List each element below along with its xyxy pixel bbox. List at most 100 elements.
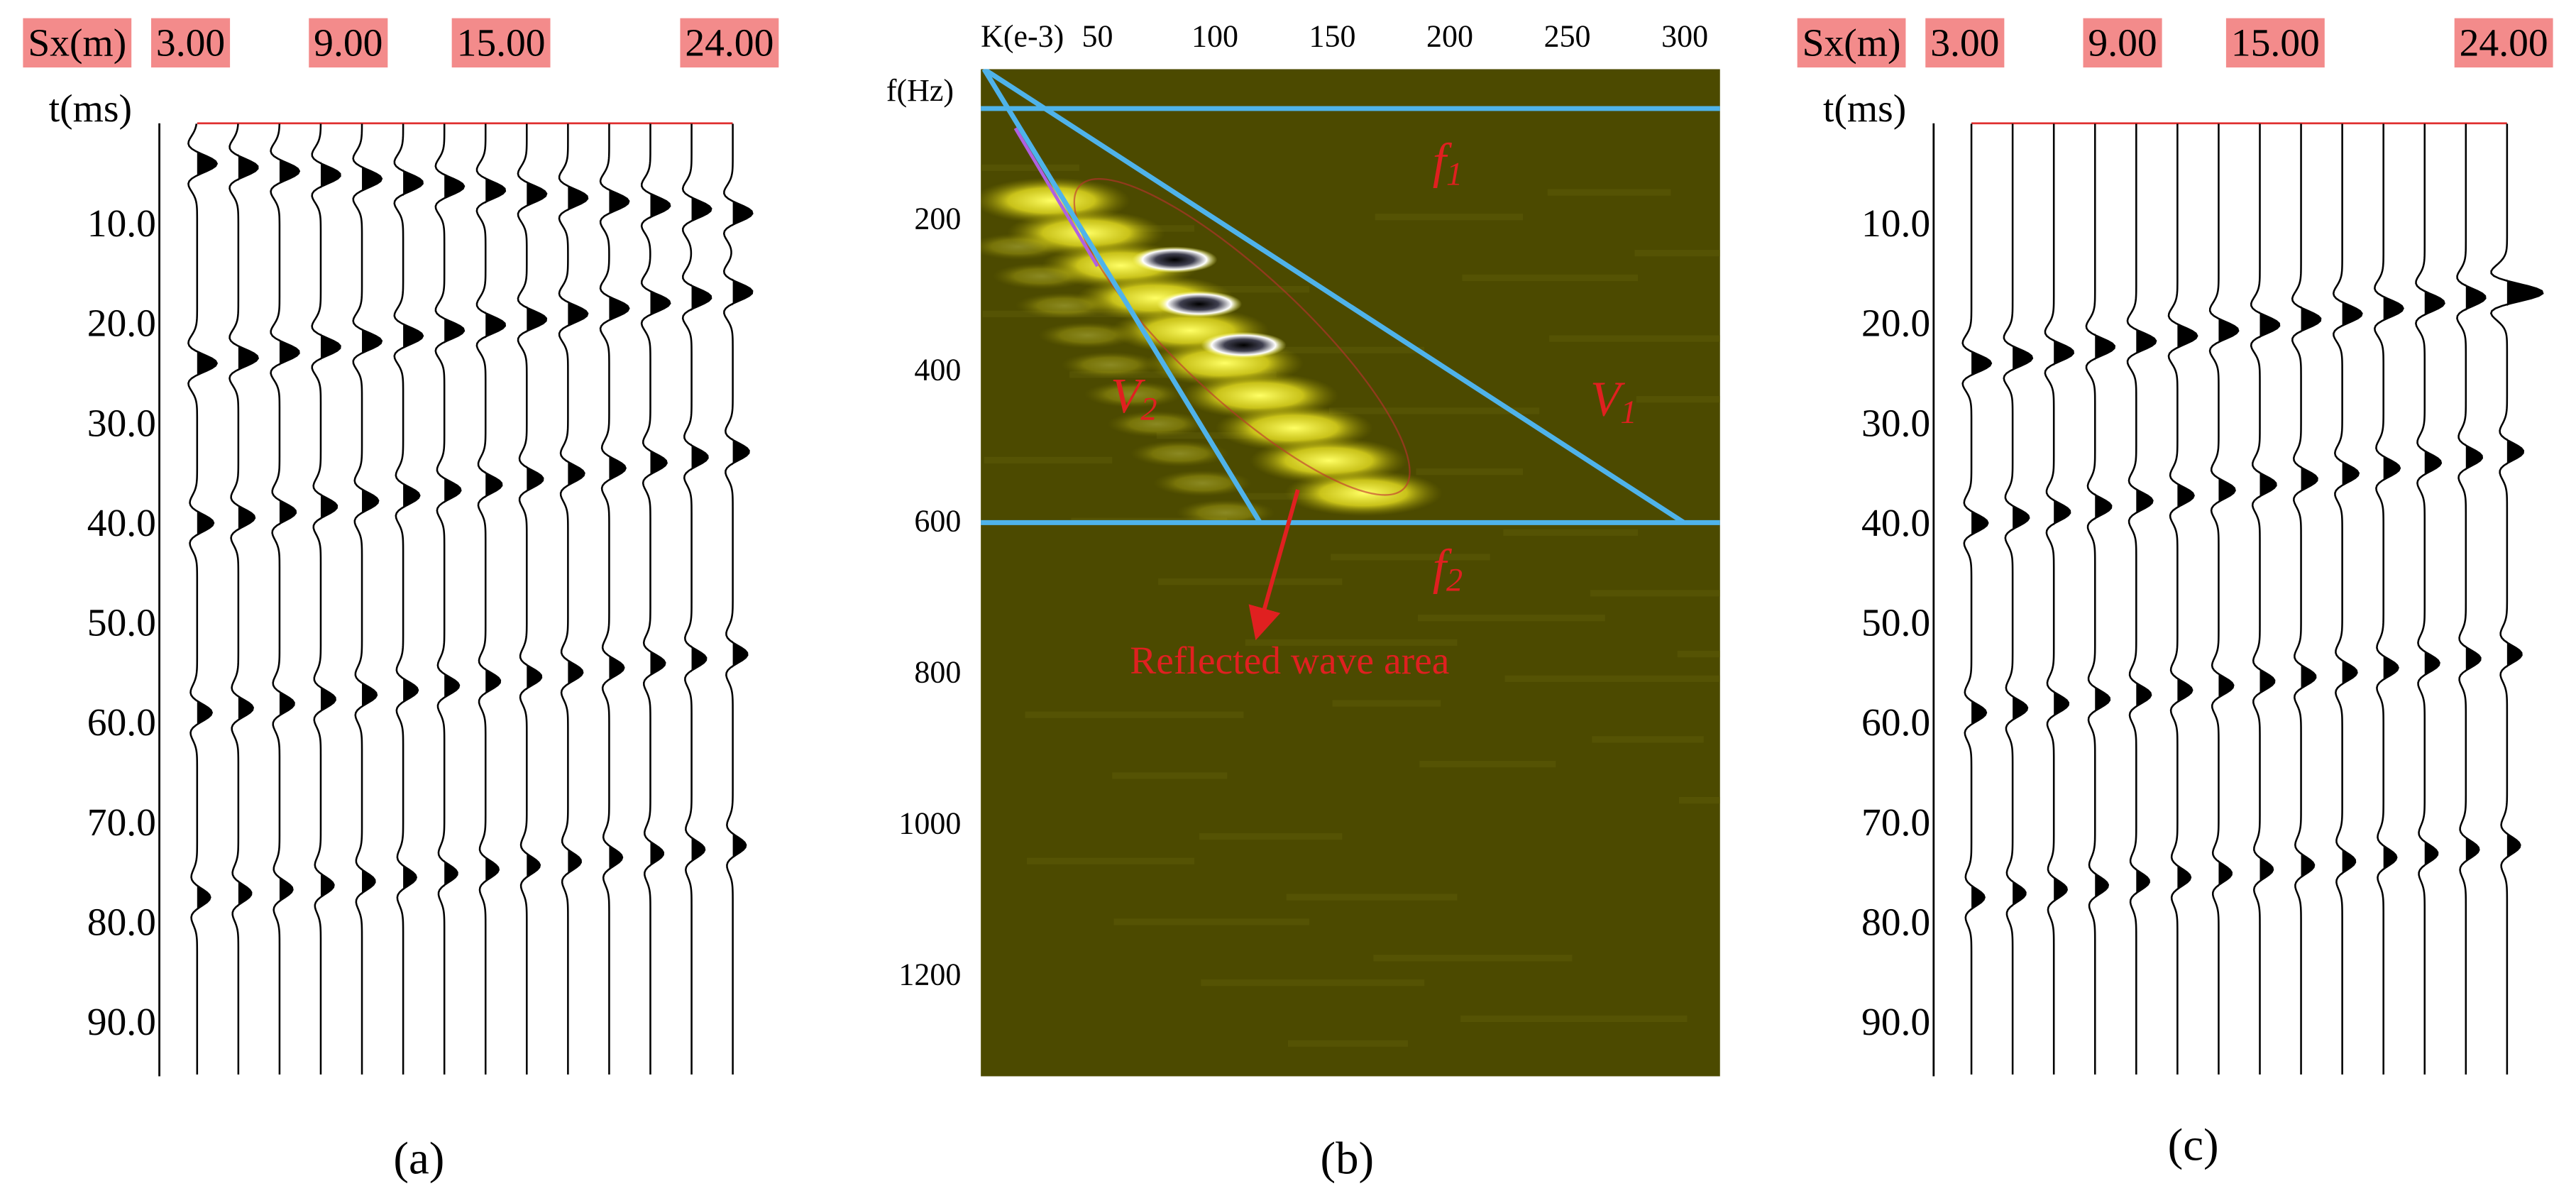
trace-fill: [2383, 123, 2404, 1075]
streak: [1112, 772, 1228, 779]
streak: [1549, 335, 1720, 342]
header-label: Sx(m): [28, 21, 126, 65]
trace-fill: [403, 123, 423, 1075]
streak: [1373, 955, 1573, 962]
streak: [1419, 761, 1556, 768]
trace: [229, 123, 259, 1075]
trace: [352, 123, 383, 1075]
trace: [1961, 123, 1993, 1075]
streak: [981, 164, 1079, 171]
y-label: 20.0: [1861, 302, 1930, 346]
y-label: 20.0: [87, 302, 156, 346]
label-box: [2083, 18, 2162, 68]
x-label: 300: [1661, 19, 1708, 54]
y-title: t(ms): [1823, 87, 1906, 131]
streak: [1677, 650, 1720, 658]
trace: [2291, 123, 2322, 1075]
trace: [2332, 123, 2363, 1075]
label-box: [2454, 18, 2553, 68]
caption: (a): [393, 1133, 444, 1184]
y-label: 600: [914, 504, 961, 539]
y-title: t(ms): [49, 87, 132, 131]
streak: [1678, 796, 1720, 804]
trace: [558, 123, 589, 1075]
annotation: V1: [1590, 372, 1637, 431]
y-label: 40.0: [1861, 501, 1930, 545]
x-label: 3.00: [1930, 21, 1999, 65]
y-label: 60.0: [1861, 700, 1930, 744]
trace: [187, 123, 219, 1075]
trace-fill: [609, 123, 629, 1075]
streak: [1375, 214, 1524, 221]
trace-fill: [650, 123, 671, 1075]
v2-line: [981, 69, 1262, 524]
y-label: 50.0: [87, 601, 156, 645]
streak: [1199, 832, 1343, 840]
trace: [475, 123, 507, 1075]
region-outline: [1073, 177, 1411, 496]
trace: [2085, 123, 2116, 1075]
streak: [1547, 189, 1671, 196]
streak: [1462, 274, 1639, 282]
label-box: [309, 18, 388, 68]
trace-fill: [2259, 123, 2279, 1075]
x-label: 9.00: [314, 21, 382, 65]
trace: [681, 123, 712, 1075]
trace-fill: [238, 123, 258, 1075]
y-label: 10.0: [1861, 202, 1930, 246]
x-label: 50: [1081, 19, 1113, 54]
streak: [1245, 639, 1458, 646]
caption: (c): [2168, 1120, 2219, 1171]
trace-fill: [320, 123, 341, 1075]
annotation-subscript: 1: [1446, 156, 1463, 192]
streak: [1113, 918, 1310, 925]
arrow: [1248, 489, 1300, 641]
trace: [393, 123, 424, 1075]
v2-overlay: [1013, 127, 1099, 268]
trace-fill: [197, 123, 217, 1075]
side-blob: [981, 233, 1068, 260]
trace: [2208, 123, 2240, 1075]
annotation-subscript: 2: [1140, 391, 1157, 427]
annotation-symbol: V: [1590, 372, 1626, 427]
y-label: 30.0: [1861, 401, 1930, 445]
trace-fill: [2177, 123, 2198, 1075]
side-blob: [1038, 322, 1138, 348]
side-blob: [1107, 410, 1206, 437]
trace-fill: [2013, 123, 2032, 1075]
label-box: [1797, 18, 1906, 68]
fk-spectrum: [981, 69, 1720, 1077]
label-box: [680, 18, 779, 68]
trace-fill: [362, 123, 382, 1075]
label-box: [150, 18, 231, 68]
streak: [1328, 407, 1540, 414]
trace: [599, 123, 630, 1075]
streak: [1201, 979, 1425, 987]
side-blob: [1153, 470, 1253, 497]
trace: [311, 123, 341, 1075]
side-blob: [1061, 351, 1160, 378]
streak: [984, 456, 1113, 464]
y-label: 80.0: [87, 900, 156, 944]
y-label: 200: [914, 202, 961, 236]
y-label: 800: [914, 655, 961, 690]
x-label: 24.00: [2460, 21, 2548, 65]
trace-fill: [568, 123, 588, 1075]
energy-core: [1201, 331, 1287, 358]
label-box: [23, 18, 132, 68]
trace: [2126, 123, 2157, 1075]
y-label: 90.0: [1861, 1000, 1930, 1044]
streak: [1155, 285, 1310, 293]
trace-fill: [485, 123, 505, 1075]
streak: [1331, 554, 1490, 561]
streak: [1592, 736, 1704, 743]
x-title: K(e-3): [981, 19, 1064, 54]
trace-fill: [2506, 123, 2543, 1075]
streak: [1460, 1015, 1688, 1023]
content: Sx(m) 3.00 9.00 15.00 24.00 t(ms) 10.0 20.0 30.0…: [23, 18, 2553, 1184]
y-label: 400: [914, 353, 961, 388]
trace-fill: [279, 123, 299, 1075]
x-label: 200: [1426, 19, 1473, 54]
x-label: 150: [1309, 19, 1356, 54]
